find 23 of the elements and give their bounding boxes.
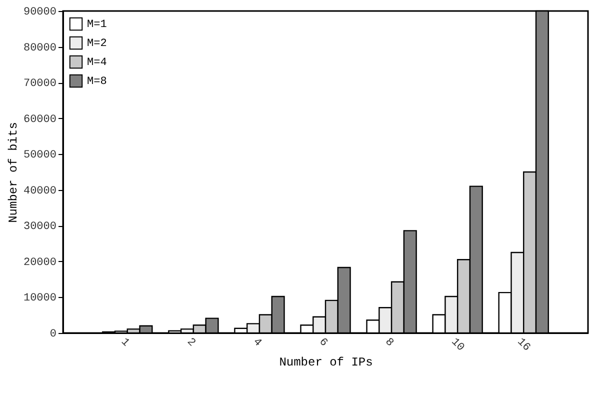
y-tick-label: 50000: [23, 150, 56, 162]
legend-label: M=2: [87, 38, 107, 50]
y-tick-label: 10000: [23, 292, 56, 305]
y-tick-label: 40000: [23, 185, 56, 198]
x-tick-label: 8: [382, 336, 396, 350]
y-tick-label: 0: [50, 328, 56, 340]
y-tick-label: 30000: [23, 221, 56, 234]
x-tick-label: 4: [250, 336, 264, 350]
y-tick-label: 80000: [23, 42, 56, 54]
y-tick-label: 90000: [23, 6, 56, 18]
y-tick-label: 20000: [23, 256, 56, 269]
y-axis-title: Number of bits: [6, 122, 20, 223]
y-tick-label: 60000: [23, 114, 56, 126]
y-tick-label: 70000: [23, 78, 56, 90]
x-tick-label: 6: [316, 336, 330, 350]
x-tick-label: 10: [448, 336, 466, 354]
legend-label: M=8: [87, 76, 107, 88]
x-tick-label: 1: [118, 336, 132, 350]
x-axis-title: Number of IPs: [279, 356, 373, 370]
legend-label: M=1: [87, 19, 108, 31]
legend-label: M=4: [87, 57, 108, 69]
x-tick-label: 16: [514, 336, 532, 354]
x-tick-label: 2: [184, 336, 198, 350]
